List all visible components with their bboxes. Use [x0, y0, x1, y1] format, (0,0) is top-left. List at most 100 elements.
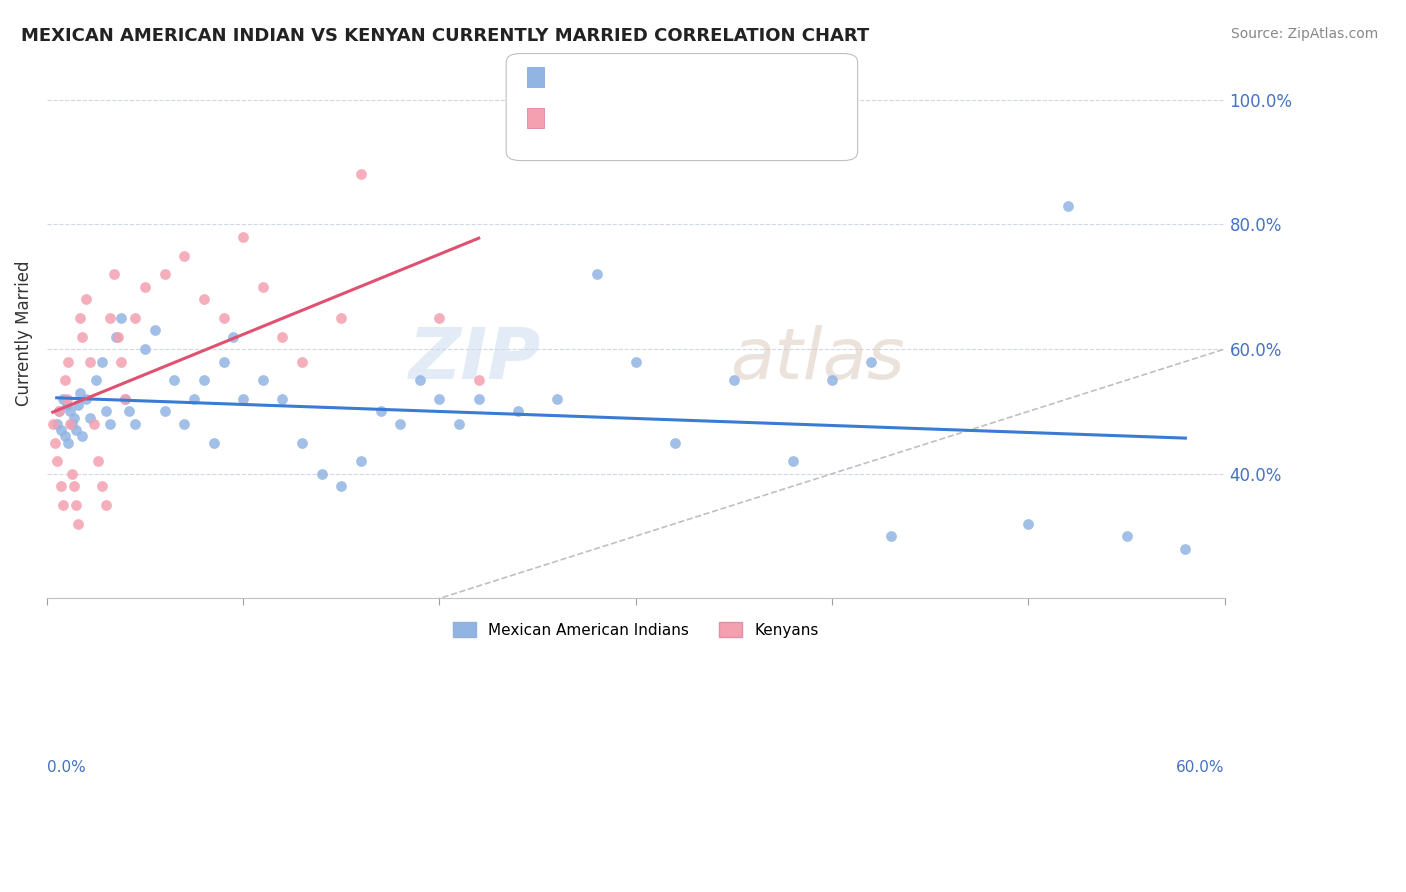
Point	[87, 454, 110, 468]
Point	[44, 435, 66, 450]
Point	[65, 498, 87, 512]
Point	[173, 248, 195, 262]
Text: 0.151: 0.151	[607, 82, 664, 100]
Point	[429, 310, 451, 325]
Point	[58, 354, 80, 368]
Text: MEXICAN AMERICAN INDIAN VS KENYAN CURRENTLY MARRIED CORRELATION CHART: MEXICAN AMERICAN INDIAN VS KENYAN CURREN…	[21, 27, 869, 45]
Text: ZIP: ZIP	[409, 326, 541, 394]
Text: 62: 62	[710, 82, 735, 100]
Point	[143, 323, 166, 337]
Text: 0.0%: 0.0%	[46, 761, 86, 775]
Point	[252, 373, 274, 387]
Point	[104, 329, 127, 343]
Point	[1174, 541, 1197, 556]
Point	[67, 398, 90, 412]
Text: R =  0.553   N = 41: R = 0.553 N = 41	[546, 123, 735, 141]
Point	[429, 392, 451, 406]
Point	[232, 230, 254, 244]
Point	[75, 292, 97, 306]
Point	[664, 435, 686, 450]
Point	[114, 392, 136, 406]
Point	[350, 168, 373, 182]
Point	[83, 417, 105, 431]
Point	[183, 392, 205, 406]
Point	[55, 398, 77, 412]
Point	[90, 354, 112, 368]
Text: R =  0.151   N = 62: R = 0.151 N = 62	[546, 82, 735, 100]
Point	[202, 435, 225, 450]
Point	[52, 498, 75, 512]
Point	[134, 342, 156, 356]
Text: N =: N =	[672, 123, 702, 141]
Point	[103, 267, 125, 281]
Point	[60, 467, 83, 481]
Point	[212, 310, 235, 325]
Point	[98, 417, 121, 431]
Point	[114, 392, 136, 406]
Point	[506, 404, 529, 418]
Point	[49, 423, 72, 437]
Text: atlas: atlas	[730, 326, 904, 394]
Point	[110, 354, 132, 368]
Point	[134, 279, 156, 293]
Point	[350, 454, 373, 468]
Point	[52, 392, 75, 406]
Point	[311, 467, 333, 481]
Point	[449, 417, 471, 431]
Point	[782, 454, 804, 468]
Text: 60.0%: 60.0%	[1177, 761, 1225, 775]
Point	[624, 354, 647, 368]
Point	[409, 373, 432, 387]
Point	[79, 410, 101, 425]
Point	[75, 392, 97, 406]
Point	[84, 373, 107, 387]
Point	[49, 479, 72, 493]
Point	[55, 392, 77, 406]
Point	[232, 392, 254, 406]
Point	[94, 404, 117, 418]
Point	[124, 417, 146, 431]
Point	[63, 479, 86, 493]
Text: 0.553: 0.553	[607, 123, 664, 141]
Point	[58, 435, 80, 450]
Point	[42, 417, 65, 431]
Point	[330, 310, 353, 325]
Legend: Mexican American Indians, Kenyans: Mexican American Indians, Kenyans	[447, 615, 825, 644]
Point	[60, 417, 83, 431]
Point	[63, 410, 86, 425]
Point	[1056, 199, 1078, 213]
Point	[94, 498, 117, 512]
Point	[45, 417, 67, 431]
Point	[53, 429, 76, 443]
Point	[59, 404, 82, 418]
Point	[546, 392, 568, 406]
Point	[48, 404, 70, 418]
Point	[124, 310, 146, 325]
Text: R =: R =	[569, 123, 599, 141]
Point	[821, 373, 844, 387]
Point	[370, 404, 392, 418]
Point	[59, 417, 82, 431]
Point	[291, 435, 314, 450]
Point	[271, 329, 294, 343]
Text: R =: R =	[569, 82, 599, 100]
Point	[110, 310, 132, 325]
Point	[212, 354, 235, 368]
Point	[1017, 516, 1039, 531]
Point	[98, 310, 121, 325]
Point	[45, 454, 67, 468]
Point	[67, 516, 90, 531]
Point	[330, 479, 353, 493]
Point	[468, 392, 491, 406]
Point	[90, 479, 112, 493]
Point	[193, 373, 215, 387]
Text: N =: N =	[672, 82, 702, 100]
Point	[1115, 529, 1137, 543]
Point	[48, 404, 70, 418]
Point	[585, 267, 607, 281]
Point	[163, 373, 186, 387]
Text: Source: ZipAtlas.com: Source: ZipAtlas.com	[1230, 27, 1378, 41]
Point	[222, 329, 245, 343]
Point	[271, 392, 294, 406]
Point	[291, 354, 314, 368]
